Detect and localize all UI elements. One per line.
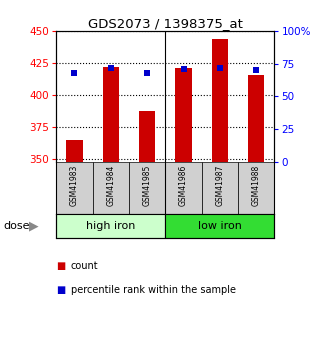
Bar <box>175 68 192 162</box>
Text: ■: ■ <box>56 261 65 270</box>
Text: GSM41985: GSM41985 <box>143 165 152 206</box>
Text: GSM41988: GSM41988 <box>252 165 261 206</box>
Bar <box>165 214 274 238</box>
Text: high iron: high iron <box>86 221 135 231</box>
Text: count: count <box>71 261 98 270</box>
Text: GSM41987: GSM41987 <box>215 165 224 206</box>
Bar <box>238 162 274 214</box>
Point <box>181 66 186 72</box>
Bar <box>165 162 202 214</box>
Text: low iron: low iron <box>198 221 242 231</box>
Point <box>254 68 259 73</box>
Bar <box>92 162 129 214</box>
Text: dose: dose <box>3 221 30 231</box>
Point <box>108 65 113 70</box>
Text: ■: ■ <box>56 285 65 295</box>
Bar <box>66 140 82 162</box>
Text: GSM41984: GSM41984 <box>106 165 115 206</box>
Bar <box>248 75 265 162</box>
Point <box>217 65 222 70</box>
Text: ▶: ▶ <box>29 220 39 233</box>
Bar <box>102 67 119 162</box>
Bar <box>56 214 165 238</box>
Bar <box>212 39 228 162</box>
Bar <box>202 162 238 214</box>
Text: GSM41983: GSM41983 <box>70 165 79 206</box>
Title: GDS2073 / 1398375_at: GDS2073 / 1398375_at <box>88 17 243 30</box>
Point <box>72 70 77 76</box>
Bar <box>56 162 92 214</box>
Text: percentile rank within the sample: percentile rank within the sample <box>71 285 236 295</box>
Bar <box>129 162 165 214</box>
Text: GSM41986: GSM41986 <box>179 165 188 206</box>
Point <box>144 70 150 76</box>
Bar <box>139 111 155 162</box>
